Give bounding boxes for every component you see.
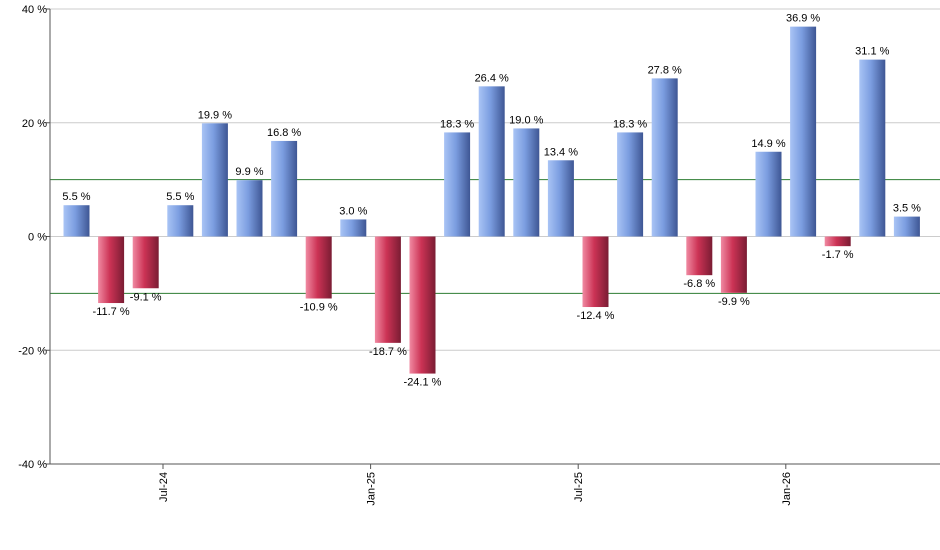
y-tick-label: -40 %	[18, 459, 47, 471]
data-label: 5.5 %	[166, 191, 194, 203]
bar	[582, 236, 609, 308]
x-tick-label: Jan-26	[781, 472, 793, 506]
data-label: 18.3 %	[613, 118, 647, 130]
bar	[547, 160, 574, 237]
data-label: -9.1 %	[130, 291, 162, 303]
data-labels: 5.5 % -11.7 %-9.1 % 5.5 % 19.9 % 9.9 % 16.8 %…	[62, 13, 921, 389]
bar	[617, 132, 644, 237]
data-label: 27.8 %	[648, 64, 682, 76]
data-label: 18.3 %	[440, 118, 474, 130]
bar	[513, 128, 540, 237]
bar	[444, 132, 471, 237]
data-label: -18.7 %	[369, 346, 407, 358]
data-label: 3.0 %	[339, 205, 367, 217]
data-label: -6.8 %	[683, 278, 715, 290]
bar	[63, 205, 90, 237]
data-label: 19.9 %	[198, 109, 232, 121]
bar	[824, 236, 851, 247]
data-label: 26.4 %	[475, 72, 509, 84]
y-tick-label: -20 %	[18, 345, 47, 357]
y-tick-label: 0 %	[28, 232, 47, 244]
y-tick-label: 20 %	[22, 118, 47, 130]
data-label: 16.8 %	[267, 127, 301, 139]
data-label: 19.0 %	[509, 114, 543, 126]
bar	[686, 236, 713, 276]
x-tick-label: Jul-25	[573, 472, 585, 502]
bar	[859, 59, 886, 237]
data-label: -24.1 %	[404, 377, 442, 389]
bars	[63, 26, 920, 374]
y-tick-label: 40 %	[22, 4, 47, 16]
bar	[755, 151, 782, 237]
bar	[201, 123, 228, 237]
bar	[409, 236, 436, 374]
data-label: 13.4 %	[544, 146, 578, 158]
x-tick-label: Jan-25	[366, 472, 378, 506]
data-label: -10.9 %	[300, 301, 338, 313]
bar	[374, 236, 401, 343]
axes: 40 % 20 % 0 % -20 % -40 % Jul-24 Jan-25 Jul-25 J…	[18, 4, 940, 506]
bar	[98, 236, 125, 304]
bar	[167, 205, 194, 237]
bar	[271, 140, 298, 237]
data-label: -1.7 %	[822, 249, 854, 261]
data-label: 9.9 %	[235, 166, 263, 178]
x-tick-label: Jul-24	[158, 472, 170, 502]
data-label: -12.4 %	[577, 310, 615, 322]
bar	[478, 86, 505, 237]
bar	[340, 219, 367, 237]
bar	[720, 236, 747, 293]
bar	[651, 78, 678, 237]
bar	[132, 236, 159, 289]
bar	[790, 26, 817, 237]
data-label: 36.9 %	[786, 13, 820, 25]
data-label: 31.1 %	[855, 46, 889, 58]
data-label: -9.9 %	[718, 296, 750, 308]
bar	[893, 216, 920, 237]
bar	[305, 236, 332, 299]
data-label: 3.5 %	[893, 203, 921, 215]
data-label: 5.5 %	[62, 191, 90, 203]
data-label: -11.7 %	[93, 306, 130, 318]
bar	[236, 180, 263, 237]
data-label: 14.9 %	[751, 138, 785, 150]
